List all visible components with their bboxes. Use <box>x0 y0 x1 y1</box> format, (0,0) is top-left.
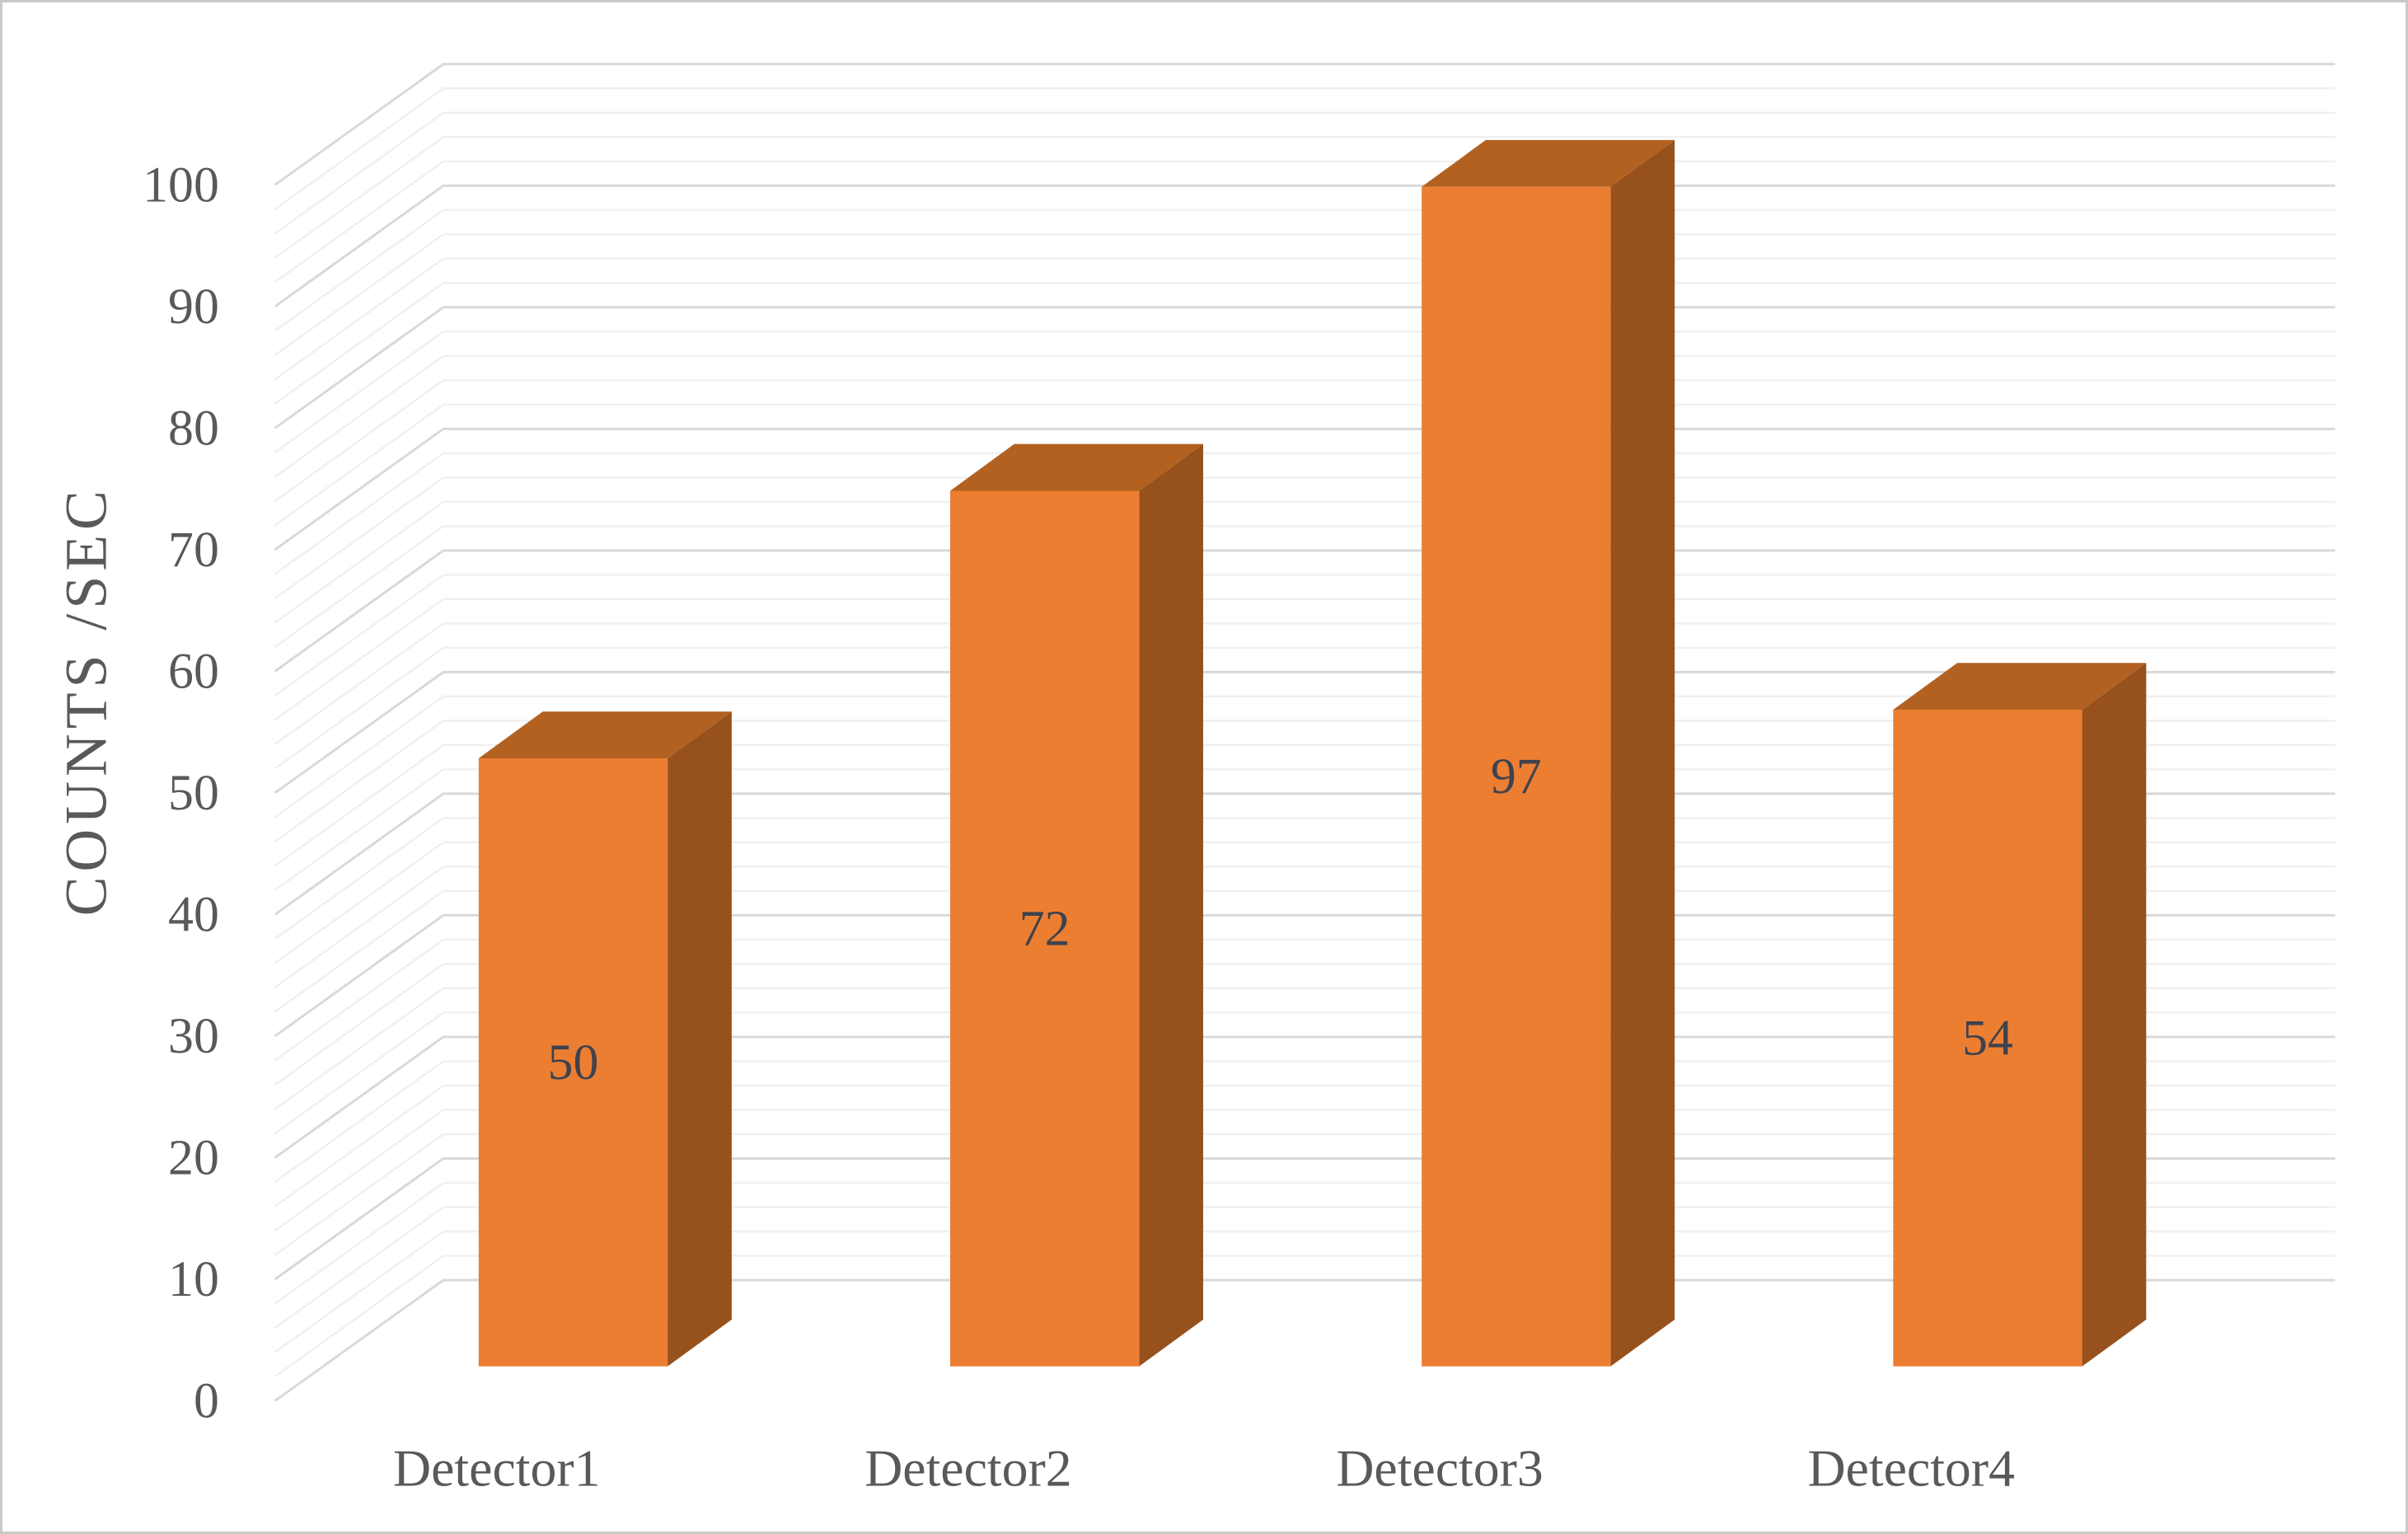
gridline-minor <box>274 1109 2335 1231</box>
gridline-major <box>274 306 2335 429</box>
category-label: Detector3 <box>1336 1439 1543 1498</box>
gridline-minor <box>274 257 2335 381</box>
gridline-minor <box>274 622 2335 745</box>
y-tick-label: 60 <box>168 643 219 699</box>
gridline-minor <box>274 744 2335 867</box>
bar-top-face <box>1422 139 1675 187</box>
bar-top-face <box>478 711 732 759</box>
category-label: Detector2 <box>864 1439 1071 1498</box>
gridline-minor <box>274 1230 2335 1353</box>
gridline-minor <box>274 695 2335 819</box>
bar: 72 <box>949 443 1204 1367</box>
gridline-major <box>274 913 2335 1038</box>
bar: 54 <box>1893 663 2147 1367</box>
bars: 50 72 97 54 <box>478 139 2147 1367</box>
gridline-major <box>274 63 2335 186</box>
gridline-major <box>274 792 2335 916</box>
gridline-major <box>274 670 2335 795</box>
gridline-minor <box>274 452 2335 575</box>
category-label: Detector4 <box>1807 1439 2014 1498</box>
gridline-minor <box>274 987 2335 1110</box>
gridline-minor <box>274 1084 2335 1208</box>
gridline-major <box>274 184 2335 308</box>
gridline-minor <box>274 111 2335 235</box>
gridline-major <box>274 549 2335 673</box>
gridline-minor <box>274 574 2335 697</box>
gridline-minor <box>274 209 2335 332</box>
category-label: Detector1 <box>393 1439 600 1498</box>
y-tick-label: 10 <box>168 1251 219 1307</box>
gridline-minor <box>274 233 2335 356</box>
gridline-minor <box>274 331 2335 453</box>
gridline-minor <box>274 817 2335 940</box>
gridline-minor <box>274 720 2335 842</box>
gridline-minor <box>274 841 2335 964</box>
gridline-minor <box>274 646 2335 770</box>
y-tick-label: 30 <box>168 1008 219 1064</box>
gridline-minor <box>274 1133 2335 1256</box>
gridline-minor <box>274 1060 2335 1183</box>
bar-data-label: 54 <box>1962 1010 2013 1066</box>
bar-side-face <box>2082 663 2147 1367</box>
gridline-minor <box>274 354 2335 478</box>
gridline-minor <box>274 379 2335 502</box>
bar-front-face <box>1893 710 2082 1367</box>
bar-data-label: 72 <box>1019 901 1070 957</box>
y-tick-label: 40 <box>168 886 219 942</box>
gridline-minor <box>274 889 2335 1013</box>
gridline-minor <box>274 1011 2335 1134</box>
gridline-minor <box>274 1206 2335 1330</box>
bar-top-face <box>1893 663 2147 711</box>
bar-front-face <box>1422 186 1611 1367</box>
gridline-minor <box>274 1255 2335 1378</box>
gridline-minor <box>274 160 2335 284</box>
gridline-minor <box>274 136 2335 259</box>
bar: 50 <box>478 711 732 1367</box>
gridline-minor <box>274 963 2335 1086</box>
y-tick-label: 50 <box>168 765 219 821</box>
y-axis-tick-labels: 0 10 20 30 40 50 60 70 80 90 100 <box>143 157 219 1428</box>
y-axis-title: COUNTS /SEC <box>53 486 119 916</box>
gridline-minor <box>274 1181 2335 1305</box>
gridline-minor <box>274 476 2335 599</box>
gridline-major <box>274 1035 2335 1159</box>
y-tick-label: 0 <box>194 1373 219 1429</box>
bar-side-face <box>1610 139 1675 1367</box>
gridline-minor <box>274 866 2335 988</box>
gridline-major <box>274 1156 2335 1281</box>
gridline-minor <box>274 403 2335 527</box>
gridline-minor <box>274 500 2335 624</box>
gridline-minor <box>274 525 2335 648</box>
x-axis-category-labels: Detector1 Detector2 Detector3 Detector4 <box>393 1439 2015 1498</box>
gridline-major <box>274 427 2335 551</box>
gridline-minor <box>274 938 2335 1062</box>
bar-side-face <box>668 711 732 1367</box>
y-tick-label: 100 <box>143 157 219 213</box>
bar-data-label: 50 <box>548 1034 599 1091</box>
bar-data-label: 97 <box>1491 748 1542 805</box>
y-tick-label: 80 <box>168 400 219 456</box>
gridline-major <box>274 1278 2335 1402</box>
gridline-minor <box>274 598 2335 721</box>
y-tick-label: 70 <box>168 522 219 578</box>
bar-top-face <box>949 443 1204 491</box>
bar-side-face <box>1139 443 1204 1367</box>
y-tick-label: 20 <box>168 1129 219 1185</box>
y-tick-label: 90 <box>168 279 219 335</box>
gridlines <box>274 63 2335 1402</box>
bar: 97 <box>1422 139 1675 1367</box>
bar-front-face <box>949 490 1140 1367</box>
gridline-minor <box>274 768 2335 891</box>
bar-front-face <box>478 758 668 1367</box>
gridline-minor <box>274 282 2335 405</box>
gridline-minor <box>274 87 2335 210</box>
